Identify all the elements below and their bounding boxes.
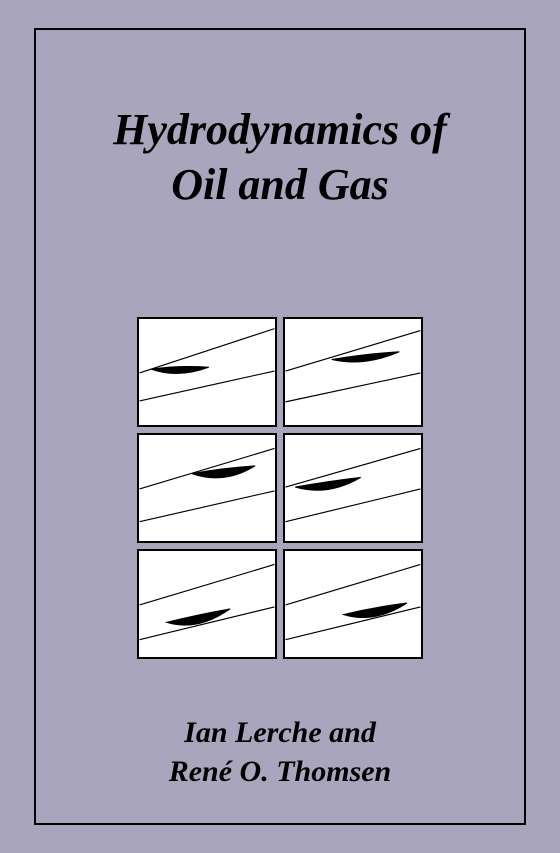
diagram-cell-2 — [137, 433, 277, 543]
book-cover: Hydrodynamics of Oil and Gas Ian Lerche … — [0, 0, 560, 853]
diagram-grid — [137, 317, 423, 659]
diagram-cell-5 — [283, 549, 423, 659]
diagram-cell-3 — [283, 433, 423, 543]
diagram-cell-0 — [137, 317, 277, 427]
book-authors: Ian Lerche and René O. Thomsen — [0, 713, 560, 791]
title-line-1: Hydrodynamics of — [0, 102, 560, 157]
author-line-2: René O. Thomsen — [0, 752, 560, 791]
book-title: Hydrodynamics of Oil and Gas — [0, 102, 560, 212]
diagram-cell-4 — [137, 549, 277, 659]
title-line-2: Oil and Gas — [0, 157, 560, 212]
diagram-cell-1 — [283, 317, 423, 427]
author-line-1: Ian Lerche and — [0, 713, 560, 752]
